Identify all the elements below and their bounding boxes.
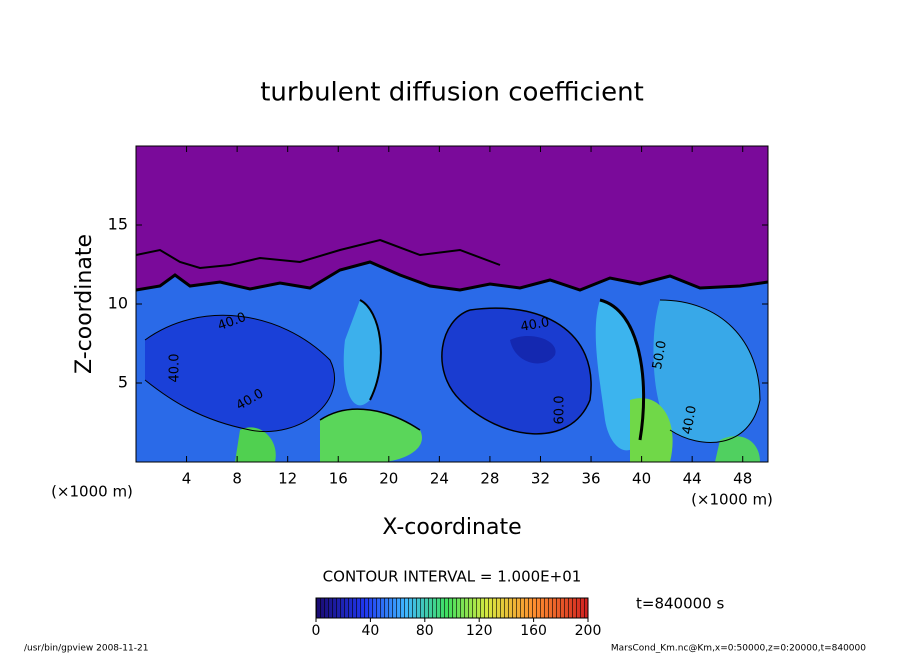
x-unit: (×1000 m) — [691, 491, 773, 509]
contour-interval: CONTOUR INTERVAL = 1.000E+01 — [323, 568, 582, 586]
x-tick-label: 32 — [531, 470, 550, 488]
contour-label: 50.0 — [650, 339, 670, 370]
x-tick-label: 28 — [480, 470, 499, 488]
x-tick-label: 20 — [379, 470, 398, 488]
contour-label: 40.0 — [168, 354, 183, 383]
colorbar-tick-label: 80 — [416, 623, 434, 639]
x-tick-label: 8 — [232, 470, 242, 488]
contour-label: 40.0 — [519, 315, 550, 335]
y-tick-label: 5 — [118, 373, 128, 392]
footer-right: MarsCond_Km.nc@Km,x=0:50000,z=0:20000,t=… — [611, 644, 866, 654]
y-axis-label: Z-coordinate — [72, 234, 97, 374]
footer-left: /usr/bin/gpview 2008-11-21 — [24, 644, 148, 654]
y-tick-label: 10 — [108, 294, 128, 313]
x-tick-label: 40 — [632, 470, 651, 488]
y-unit: (×1000 m) — [51, 483, 133, 501]
x-axis-label: X-coordinate — [382, 515, 521, 540]
x-tick-label: 4 — [182, 470, 192, 488]
colorbar-tick-label: 120 — [466, 623, 493, 639]
colorbar-tick-label: 40 — [361, 623, 379, 639]
colorbar-tick-label: 200 — [575, 623, 602, 639]
x-tick-label: 16 — [329, 470, 348, 488]
time-label: t=840000 s — [636, 595, 724, 613]
x-tick-label: 12 — [278, 470, 297, 488]
x-tick-label: 48 — [733, 470, 752, 488]
contour-label: 40.0 — [680, 404, 700, 435]
x-tick-label: 44 — [683, 470, 702, 488]
x-tick-label: 24 — [430, 470, 449, 488]
x-tick-label: 36 — [581, 470, 600, 488]
contour-label: 60.0 — [553, 396, 568, 425]
colorbar-tick-label: 160 — [520, 623, 547, 639]
colorbar-stripes — [316, 598, 588, 618]
contour-field — [136, 146, 768, 462]
chart-title: turbulent diffusion coefficient — [260, 78, 644, 108]
y-tick-label: 15 — [108, 215, 128, 234]
colorbar-tick-label: 0 — [312, 623, 321, 639]
colorbar-frame — [315, 597, 589, 619]
